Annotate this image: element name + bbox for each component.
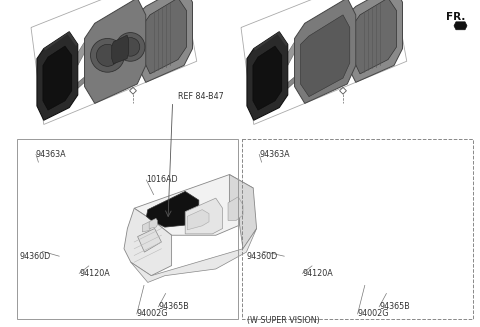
Text: 94002G: 94002G <box>137 309 168 318</box>
Bar <box>17 139 238 319</box>
Polygon shape <box>300 15 350 97</box>
Polygon shape <box>143 222 151 232</box>
Polygon shape <box>37 32 78 120</box>
Polygon shape <box>253 46 282 110</box>
Polygon shape <box>134 175 253 235</box>
Text: 94363A: 94363A <box>36 150 67 159</box>
Polygon shape <box>137 0 192 82</box>
Text: REF 84-B47: REF 84-B47 <box>178 92 223 101</box>
Polygon shape <box>288 42 295 65</box>
Bar <box>242 139 473 319</box>
Text: 1016AD: 1016AD <box>146 176 178 184</box>
Text: (W SUPER VISION): (W SUPER VISION) <box>247 316 320 325</box>
Polygon shape <box>43 46 72 110</box>
Polygon shape <box>112 35 129 64</box>
Polygon shape <box>124 208 172 276</box>
Text: 94365B: 94365B <box>158 302 189 311</box>
Text: 94120A: 94120A <box>302 269 333 278</box>
Polygon shape <box>78 42 84 65</box>
Polygon shape <box>84 0 146 103</box>
Circle shape <box>116 33 145 61</box>
Polygon shape <box>187 210 209 230</box>
Polygon shape <box>75 76 86 91</box>
Text: FR.: FR. <box>445 12 465 22</box>
Polygon shape <box>131 229 257 283</box>
Polygon shape <box>185 198 223 234</box>
Polygon shape <box>454 22 467 30</box>
Polygon shape <box>144 0 187 74</box>
Text: 94365B: 94365B <box>379 302 410 311</box>
Circle shape <box>96 44 119 66</box>
Polygon shape <box>229 175 257 249</box>
Text: 94360D: 94360D <box>246 252 277 261</box>
Polygon shape <box>295 0 356 103</box>
Polygon shape <box>149 218 157 229</box>
Polygon shape <box>254 32 288 50</box>
Circle shape <box>121 38 140 56</box>
Circle shape <box>91 39 124 72</box>
Text: 94363A: 94363A <box>259 150 290 159</box>
Polygon shape <box>247 32 288 120</box>
Text: 94002G: 94002G <box>358 309 389 318</box>
Text: 94120A: 94120A <box>79 269 110 278</box>
Polygon shape <box>138 229 161 252</box>
Polygon shape <box>347 0 403 82</box>
Polygon shape <box>228 197 243 220</box>
Polygon shape <box>146 191 199 227</box>
Polygon shape <box>44 32 78 50</box>
Text: 94360D: 94360D <box>19 252 50 261</box>
Polygon shape <box>354 0 396 74</box>
Polygon shape <box>285 76 296 91</box>
